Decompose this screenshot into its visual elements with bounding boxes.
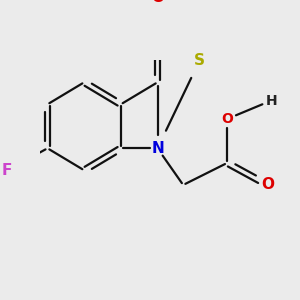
Text: F: F bbox=[2, 163, 12, 178]
Text: N: N bbox=[149, 138, 166, 158]
Text: O: O bbox=[219, 110, 236, 128]
Text: O: O bbox=[261, 178, 274, 193]
Text: N: N bbox=[151, 141, 164, 156]
Text: O: O bbox=[151, 0, 164, 5]
Text: H: H bbox=[266, 94, 277, 108]
Text: S: S bbox=[194, 53, 205, 68]
Text: O: O bbox=[149, 0, 166, 8]
Text: H: H bbox=[263, 91, 279, 110]
Text: O: O bbox=[259, 175, 276, 195]
Text: O: O bbox=[221, 112, 233, 126]
Text: F: F bbox=[0, 160, 14, 180]
Text: S: S bbox=[192, 50, 207, 70]
